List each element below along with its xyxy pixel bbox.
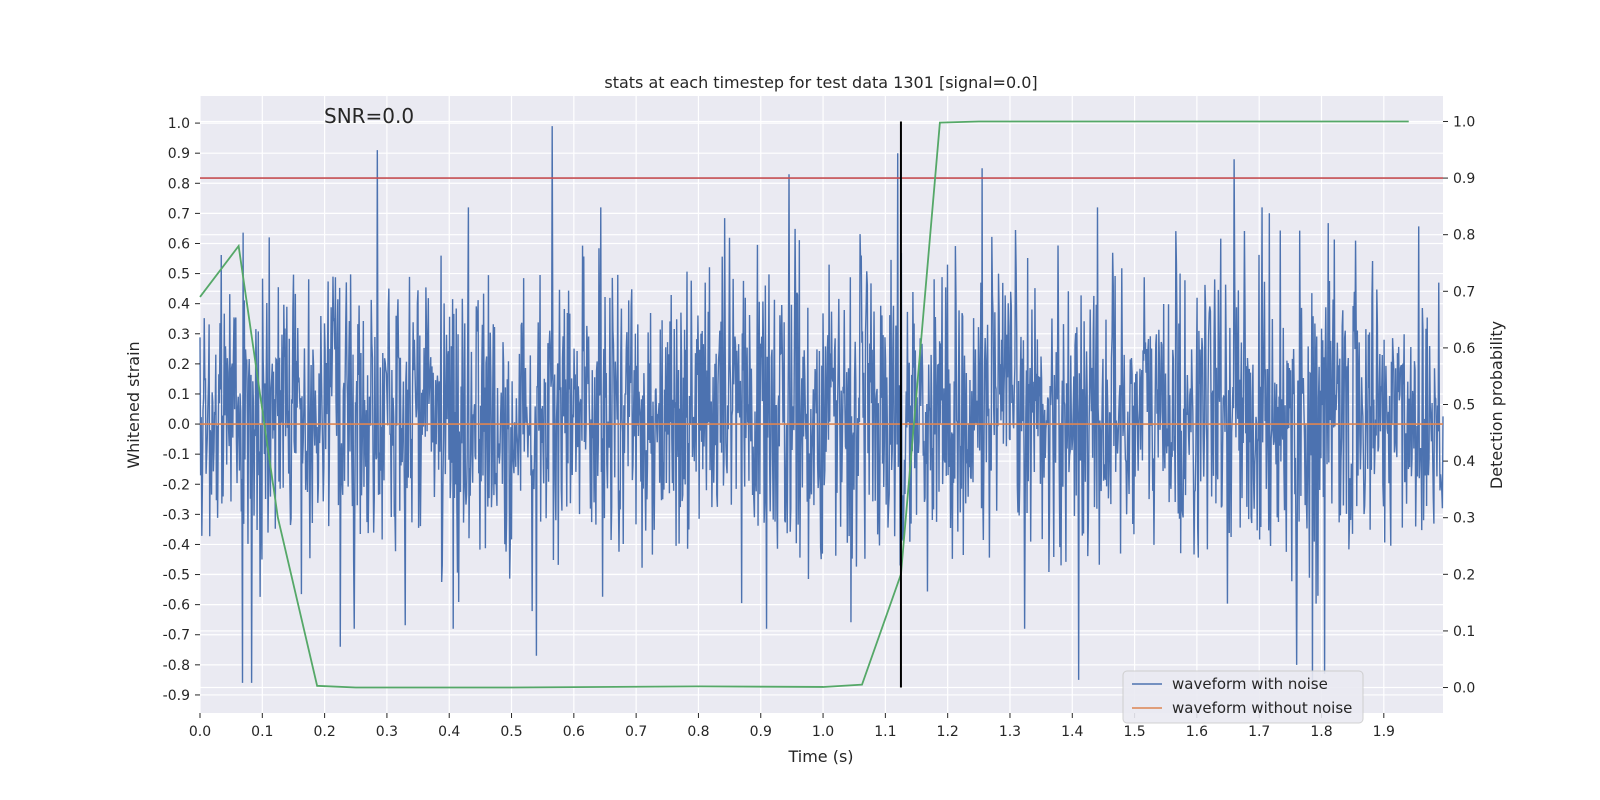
series-detection-probability	[199, 120, 1409, 689]
y-tick-label: -0.2	[163, 477, 190, 493]
series-waveform-with-noise	[199, 126, 1444, 689]
right-axis-ticks: 1.0 0.9 0.8 0.7 0.6 0.5 0.4 0.3 0.2 0.1 0.0	[1443, 114, 1475, 697]
x-tick-label: 1.5	[1123, 724, 1145, 740]
x-axis-ticks: 0.0 0.1 0.2 0.3 0.4 0.5 0.6 0.7 0.8 0.9 1.0 1.1 1.2 1…	[189, 713, 1395, 740]
y-tick-label: -0.3	[163, 507, 190, 523]
right-tick-label: 1.0	[1453, 114, 1475, 130]
y-tick-label: 0.9	[168, 146, 190, 162]
right-tick-label: 0.8	[1453, 228, 1475, 244]
x-tick-label: 1.3	[999, 724, 1021, 740]
x-tick-label: 1.9	[1373, 724, 1395, 740]
y-tick-label: 0.5	[168, 267, 190, 283]
x-tick-label: 0.2	[313, 724, 335, 740]
y-tick-label: 0.3	[168, 327, 190, 343]
y-tick-label: -0.4	[163, 537, 190, 553]
y-tick-label: -0.5	[163, 568, 190, 584]
y-tick-label: -0.8	[163, 658, 190, 674]
y-tick-label: 0.4	[168, 297, 190, 313]
y-tick-label: 0.7	[168, 206, 190, 222]
legend-label-clean: waveform without noise	[1172, 699, 1352, 717]
plot-content	[199, 120, 1444, 689]
y-tick-label: 0.6	[168, 236, 190, 252]
chart-title: stats at each timestep for test data 130…	[604, 73, 1037, 92]
y-axis-ticks: 1.0 0.9 0.8 0.7 0.6 0.5 0.4 0.3 0.2 0.1 0.0 -0.1 -0.…	[163, 116, 200, 704]
right-tick-label: 0.0	[1453, 681, 1475, 697]
snr-annotation: SNR=0.0	[324, 104, 414, 128]
right-tick-label: 0.3	[1453, 511, 1475, 527]
y-axis-title: Whitened strain	[124, 341, 143, 468]
x-tick-label: 0.8	[687, 724, 709, 740]
y-tick-label: 0.2	[168, 357, 190, 373]
x-tick-label: 1.6	[1186, 724, 1208, 740]
y-tick-label: 1.0	[168, 116, 190, 132]
y-tick-label: -0.9	[163, 688, 190, 704]
y-tick-label: -0.6	[163, 598, 190, 614]
x-tick-label: 1.0	[812, 724, 834, 740]
right-tick-label: 0.7	[1453, 284, 1475, 300]
right-axis-title: Detection probability	[1487, 321, 1506, 489]
x-tick-label: 0.9	[750, 724, 772, 740]
y-tick-label: 0.1	[168, 387, 190, 403]
x-tick-label: 1.8	[1310, 724, 1332, 740]
x-axis-title: Time (s)	[787, 747, 853, 766]
x-tick-label: 0.1	[251, 724, 273, 740]
right-tick-label: 0.4	[1453, 454, 1475, 470]
x-tick-label: 0.4	[438, 724, 460, 740]
legend: waveform with noise waveform without noi…	[1122, 670, 1364, 724]
legend-label-noise: waveform with noise	[1172, 675, 1328, 693]
x-tick-label: 0.5	[500, 724, 522, 740]
right-tick-label: 0.1	[1453, 624, 1475, 640]
y-tick-label: -0.7	[163, 628, 190, 644]
y-tick-label: 0.0	[168, 417, 190, 433]
right-tick-label: 0.2	[1453, 567, 1475, 583]
right-tick-label: 0.5	[1453, 398, 1475, 414]
y-tick-label: 0.8	[168, 176, 190, 192]
x-tick-label: 1.2	[937, 724, 959, 740]
x-tick-label: 0.7	[625, 724, 647, 740]
x-tick-label: 0.0	[189, 724, 211, 740]
right-tick-label: 0.9	[1453, 171, 1475, 187]
right-tick-label: 0.6	[1453, 341, 1475, 357]
legend-box	[1122, 670, 1364, 724]
x-tick-label: 1.1	[874, 724, 896, 740]
x-tick-label: 1.7	[1248, 724, 1270, 740]
y-tick-label: -0.1	[163, 447, 190, 463]
x-tick-label: 0.3	[376, 724, 398, 740]
x-tick-label: 0.6	[563, 724, 585, 740]
x-tick-label: 1.4	[1061, 724, 1083, 740]
